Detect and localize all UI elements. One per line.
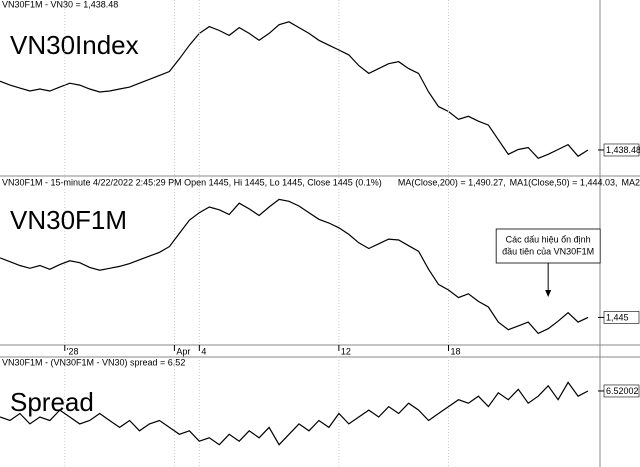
annotation-text: Các dấu hiệu ổn định: [506, 234, 591, 244]
annotation-arrowhead: [545, 290, 552, 297]
last-value-label: 6.52002: [606, 386, 639, 396]
last-value-box: [603, 384, 640, 398]
annotation-text: đầu tiên của VN30F1M: [502, 246, 594, 256]
panel-header: VN30F1M - (VN30F1M - VN30) spread = 6.52: [2, 357, 185, 367]
indicator-label: MA2(Close,20): [621, 177, 640, 187]
panel-title: VN30F1M: [10, 205, 127, 235]
annotation: Các dấu hiệu ổn định đầu tiên của VN30F1M: [495, 228, 601, 297]
price-line: [0, 21, 589, 160]
last-value-box: [603, 311, 640, 324]
price-line: [0, 381, 589, 446]
last-value-box: [603, 143, 640, 157]
price-line: [0, 198, 589, 335]
panel-title: Spread: [10, 387, 94, 417]
x-tick-label: 4: [201, 346, 206, 356]
indicator-label: MA(Close,200) = 1,490.27,: [398, 177, 506, 187]
x-tick-label: 18: [451, 346, 461, 356]
x-tick-label: 12: [341, 346, 351, 356]
last-value-label: 1,438.48: [606, 145, 640, 155]
panel-header: VN30F1M - 15-minute 4/22/2022 2:45:29 PM…: [2, 177, 382, 187]
last-value-label: 1,445: [606, 312, 629, 322]
panel-title: VN30Index: [10, 30, 139, 60]
panel-header: VN30F1M - VN30 = 1,438.48: [2, 0, 118, 9]
x-tick-label: '28: [67, 346, 79, 356]
indicator-label: MA1(Close,50) = 1,444.03,: [510, 177, 618, 187]
annotation-box: [495, 228, 601, 264]
x-tick-label: Apr: [176, 346, 190, 356]
